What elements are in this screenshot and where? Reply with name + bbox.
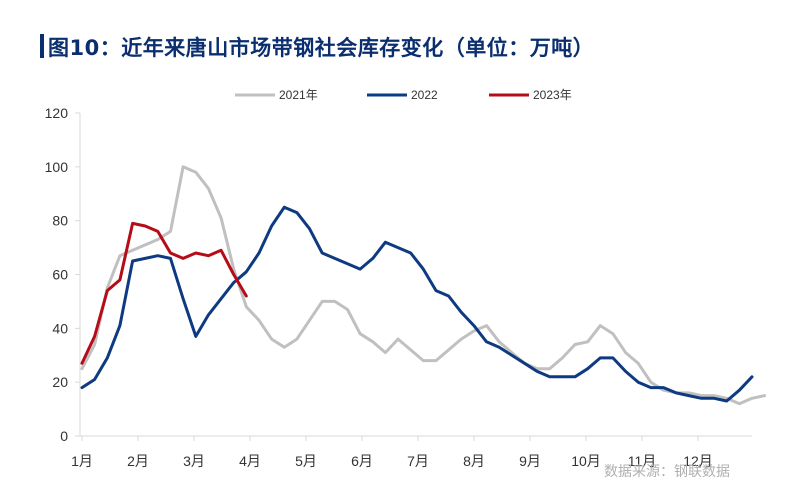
x-tick-label: 6月 bbox=[351, 453, 373, 469]
legend-label: 2021年 bbox=[279, 88, 318, 102]
legend-label: 2022 bbox=[411, 88, 438, 102]
x-tick-label: 11月 bbox=[628, 453, 657, 469]
title-accent-mark bbox=[40, 34, 44, 58]
x-tick-label: 1月 bbox=[71, 453, 93, 469]
x-tick-label: 2月 bbox=[127, 453, 149, 469]
legend: 2021年 2022 2023年 bbox=[235, 88, 572, 102]
y-tick-label: 40 bbox=[52, 320, 68, 336]
y-axis-ticks: 0 20 40 60 80 100 120 bbox=[45, 105, 80, 444]
series-lines bbox=[80, 165, 767, 406]
x-tick-label: 4月 bbox=[239, 453, 261, 469]
x-axis-ticks: 1月 2月 3月 4月 5月 6月 7月 8月 9月 10月 11月 12月 bbox=[71, 436, 713, 469]
x-tick-label: 12月 bbox=[683, 453, 713, 469]
y-tick-label: 120 bbox=[45, 105, 69, 121]
series-line-2021 bbox=[80, 165, 767, 406]
x-tick-label: 3月 bbox=[183, 453, 205, 469]
x-tick-label: 10月 bbox=[571, 453, 601, 469]
y-tick-label: 20 bbox=[52, 374, 68, 390]
series-line-2023 bbox=[80, 221, 248, 365]
y-tick-label: 0 bbox=[60, 428, 68, 444]
x-tick-label: 7月 bbox=[407, 453, 429, 469]
data-source-note: 数据来源：钢联数据 bbox=[604, 464, 730, 480]
series-line-2022 bbox=[80, 205, 754, 403]
title-bar: 图10：近年来唐山市场带钢社会库存变化（单位：万吨） bbox=[0, 0, 795, 62]
y-tick-label: 100 bbox=[45, 159, 69, 175]
x-tick-label: 9月 bbox=[519, 453, 541, 469]
x-tick-label: 8月 bbox=[463, 453, 485, 469]
y-tick-label: 80 bbox=[52, 213, 68, 229]
y-tick-label: 60 bbox=[52, 267, 68, 283]
x-tick-label: 5月 bbox=[295, 453, 317, 469]
legend-label: 2023年 bbox=[533, 88, 572, 102]
chart-title: 图10：近年来唐山市场带钢社会库存变化（单位：万吨） bbox=[48, 36, 595, 60]
